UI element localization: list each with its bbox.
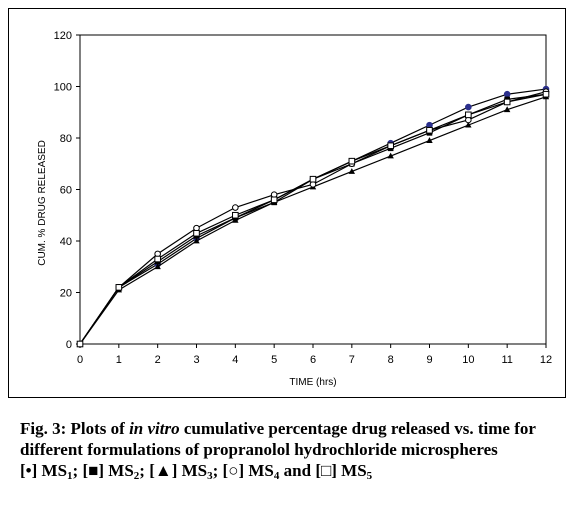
data-point-ms5: [193, 229, 200, 237]
series-line-ms2: [79, 93, 547, 345]
series-ms2: [77, 91, 549, 347]
figure-caption: Fig. 3: Plots of in vitro cumulative per…: [20, 418, 565, 487]
data-point-ms3: [387, 152, 394, 159]
data-point-ms5: [503, 98, 511, 106]
series-ms5: [76, 90, 550, 348]
series-line-ms3: [79, 96, 547, 345]
y-tick-label: 60: [60, 185, 72, 197]
data-point-ms5: [348, 157, 356, 165]
x-tick-label: 1: [116, 354, 122, 366]
data-point-ms4: [232, 204, 239, 211]
legend-symbol: [○]: [222, 461, 245, 480]
y-tick-label: 100: [54, 82, 72, 94]
legend-sep: ;: [139, 461, 145, 480]
data-point-ms5: [154, 255, 161, 263]
legend-symbol: [□]: [315, 461, 337, 480]
x-tick-label: 11: [501, 354, 512, 366]
series-line-ms1: [79, 88, 547, 345]
legend-label: MS: [248, 461, 274, 480]
x-tick-label: 7: [349, 354, 355, 366]
legend-sep: and: [279, 461, 312, 480]
caption-italic-text: in vitro: [129, 419, 180, 438]
caption-paragraph: Fig. 3: Plots of in vitro cumulative per…: [20, 418, 565, 460]
data-point-ms3: [348, 168, 356, 174]
data-point-ms3: [465, 121, 472, 128]
y-tick-label: 80: [60, 133, 72, 145]
data-point-ms3: [193, 237, 200, 244]
legend-sep: ;: [212, 461, 219, 480]
legend-item-ms3: [▲] MS3;: [149, 461, 219, 482]
legend-sub: 4: [273, 470, 280, 482]
legend-line: [•] MS1; [■] MS2; [▲] MS3; [○] MS4 and […: [20, 460, 565, 487]
series-line-ms4: [79, 91, 547, 345]
legend-symbol: [•]: [20, 461, 38, 480]
legend-sep: ;: [72, 461, 79, 480]
series-ms1: [76, 85, 550, 348]
series-line-ms5: [79, 93, 547, 345]
x-tick-label: 8: [388, 354, 394, 366]
legend-label: MS: [41, 461, 68, 480]
data-point-ms3: [232, 217, 239, 223]
data-point-ms1: [503, 90, 511, 98]
y-axis-title: CUM. % DRUG RELEASED: [37, 140, 48, 266]
x-tick-label: 9: [426, 354, 432, 366]
legend-item-ms5: [□] MS5: [315, 461, 373, 482]
series-ms4: [76, 88, 550, 348]
legend-label: MS: [181, 461, 208, 480]
data-point-ms5: [426, 126, 433, 134]
legend-sub: 3: [207, 470, 213, 482]
legend-label: MS: [108, 461, 134, 480]
x-tick-label: 5: [271, 354, 277, 366]
data-point-ms1: [465, 103, 472, 111]
x-tick-label: 3: [193, 354, 199, 366]
data-point-ms3: [426, 137, 433, 143]
legend-item-ms4: [○] MS4 and: [222, 461, 312, 482]
x-tick-label: 0: [77, 354, 83, 366]
plot-area: [79, 34, 547, 345]
y-tick-label: 120: [54, 30, 72, 42]
data-point-ms3: [154, 263, 161, 270]
data-point-ms5: [270, 196, 278, 204]
legend-sub: 1: [67, 470, 73, 482]
y-tick-label: 20: [60, 288, 72, 300]
x-tick-label: 6: [310, 354, 316, 366]
legend-sub: 2: [133, 470, 140, 482]
data-point-ms5: [465, 111, 472, 119]
data-point-ms5: [232, 211, 239, 219]
x-tick-label: 10: [462, 354, 474, 366]
data-point-ms5: [76, 340, 84, 348]
legend-item-ms2: [■] MS2;: [82, 461, 145, 482]
legend-symbol: [▲]: [149, 461, 178, 480]
y-tick-label: 40: [60, 236, 72, 248]
legend-symbol: [■]: [82, 461, 105, 480]
caption-fig-label: Fig. 3:: [20, 419, 67, 438]
caption-text-before: Plots of: [70, 419, 125, 438]
x-axis-title: TIME (hrs): [289, 377, 336, 388]
x-tick-label: 4: [232, 354, 238, 366]
data-point-ms5: [542, 90, 550, 98]
data-point-ms5: [309, 175, 317, 183]
series-ms3: [76, 93, 550, 347]
legend-item-ms1: [•] MS1;: [20, 461, 79, 482]
data-point-ms5: [387, 142, 394, 150]
series-layer: [76, 85, 550, 348]
data-point-ms5: [115, 284, 123, 291]
x-tick-label: 12: [540, 354, 552, 366]
data-point-ms3: [503, 106, 511, 113]
y-tick-label: 0: [66, 339, 72, 351]
x-tick-label: 2: [155, 354, 161, 366]
caption-text-after: cumulative percentage drug released vs. …: [20, 419, 536, 459]
legend-label: MS: [341, 461, 367, 480]
legend-sub: 5: [366, 470, 373, 482]
chart-frame: 0 20 40 60 80 100 120 0 1 2 3 4 5 6 7 8 9 10 11 12 CUM. % D…: [8, 8, 566, 398]
